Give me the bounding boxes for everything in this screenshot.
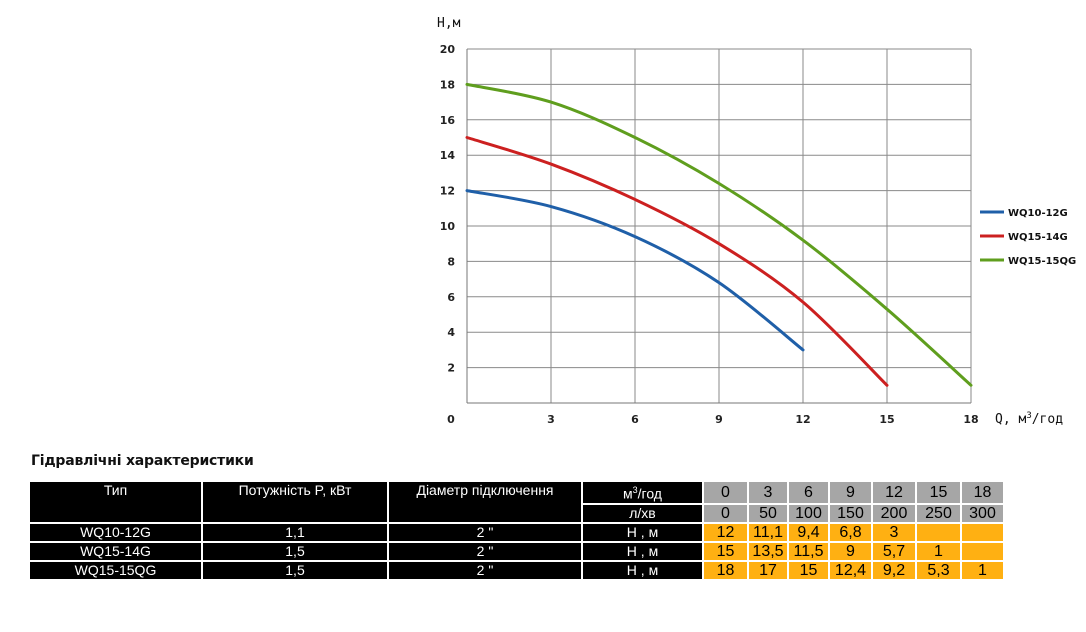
x-tick-label: 18 <box>963 413 978 426</box>
header-unit-m3h: м3/год <box>583 482 702 503</box>
flow-l-cell: 100 <box>789 504 828 522</box>
table-row: WQ15-14G 1,5 2 " Н , м 15 13,5 11,5 9 5,… <box>30 542 1003 560</box>
model-cell: WQ15-15QG <box>30 561 201 579</box>
y-tick-label: 20 <box>440 43 456 56</box>
head-cell: 5,7 <box>873 542 915 560</box>
series-line <box>465 189 805 352</box>
head-cell: 1 <box>917 542 960 560</box>
hydraulic-spec-table: Тип Потужність P, кВт Діаметр підключенн… <box>28 480 1005 581</box>
head-unit-cell: Н , м <box>583 561 702 579</box>
flow-l-cell: 0 <box>704 504 747 522</box>
chart-legend: WQ10-12G WQ15-14G WQ15-15QG <box>980 208 1076 267</box>
head-cell <box>962 542 1003 560</box>
diameter-cell: 2 " <box>389 561 581 579</box>
head-cell: 9,2 <box>873 561 915 579</box>
y-tick-labels: 2 4 6 8 10 12 14 16 18 20 <box>440 43 456 375</box>
head-cell: 15 <box>704 542 747 560</box>
head-cell: 13,5 <box>749 542 787 560</box>
flow-m3-cell: 9 <box>830 482 871 503</box>
y-tick-label: 2 <box>447 362 455 375</box>
flow-l-cell: 300 <box>962 504 1003 522</box>
y-tick-label: 18 <box>440 78 455 91</box>
head-cell: 9 <box>830 542 871 560</box>
power-cell: 1,1 <box>203 523 387 541</box>
y-tick-label: 16 <box>440 114 456 127</box>
header-type: Тип <box>30 482 201 522</box>
head-cell: 9,4 <box>789 523 828 541</box>
series-line <box>465 136 889 387</box>
head-unit-cell: Н , м <box>583 523 702 541</box>
series-lines <box>465 82 973 387</box>
head-cell: 15 <box>789 561 828 579</box>
header-diameter: Діаметр підключення <box>389 482 581 522</box>
table-row: WQ10-12G 1,1 2 " Н , м 12 11,1 9,4 6,8 3 <box>30 523 1003 541</box>
model-cell: WQ15-14G <box>30 542 201 560</box>
head-cell: 6,8 <box>830 523 871 541</box>
flow-m3-cell: 6 <box>789 482 828 503</box>
head-unit-cell: Н , м <box>583 542 702 560</box>
flow-l-cell: 200 <box>873 504 915 522</box>
series-line <box>465 82 973 387</box>
flow-l-cell: 150 <box>830 504 871 522</box>
flow-m3-cell: 0 <box>704 482 747 503</box>
y-tick-label: 12 <box>440 185 455 198</box>
head-cell: 12 <box>704 523 747 541</box>
header-unit-lmin: л/хв <box>583 504 702 522</box>
chart-grid <box>466 48 972 404</box>
power-cell: 1,5 <box>203 542 387 560</box>
flow-m3-cell: 18 <box>962 482 1003 503</box>
table-header-row: Тип Потужність P, кВт Діаметр підключенн… <box>30 482 1003 522</box>
flow-l-cell: 250 <box>917 504 960 522</box>
section-title: Гідравлічні характеристики <box>31 453 254 469</box>
head-cell <box>962 523 1003 541</box>
y-axis-title: H,м <box>437 16 461 31</box>
legend-label: WQ10-12G <box>1008 208 1068 219</box>
flow-l-cell: 50 <box>749 504 787 522</box>
head-cell: 11,5 <box>789 542 828 560</box>
head-cell: 12,4 <box>830 561 871 579</box>
x-tick-label: 6 <box>631 413 639 426</box>
flow-m3-cell: 12 <box>873 482 915 503</box>
y-tick-label: 8 <box>447 255 455 268</box>
y-tick-label: 14 <box>440 149 456 162</box>
head-cell <box>917 523 960 541</box>
flow-m3-cell: 3 <box>749 482 787 503</box>
flow-m3-cell: 15 <box>917 482 960 503</box>
x-tick-label: 12 <box>795 413 810 426</box>
x-tick-label: 3 <box>547 413 555 426</box>
table-header-row: л/хв 0 50 100 150 200 250 300 <box>30 504 1003 522</box>
model-cell: WQ10-12G <box>30 523 201 541</box>
x-tick-labels: 0 3 6 9 12 15 18 <box>447 413 978 426</box>
head-cell: 1 <box>962 561 1003 579</box>
x-tick-label: 9 <box>715 413 723 426</box>
head-cell: 18 <box>704 561 747 579</box>
header-power: Потужність P, кВт <box>203 482 387 522</box>
y-tick-label: 10 <box>440 220 456 233</box>
y-tick-label: 4 <box>447 326 455 339</box>
power-cell: 1,5 <box>203 561 387 579</box>
legend-label: WQ15-15QG <box>1008 256 1076 267</box>
table-row: WQ15-15QG 1,5 2 " Н , м 18 17 15 12,4 9,… <box>30 561 1003 579</box>
y-tick-label: 6 <box>447 291 455 304</box>
diameter-cell: 2 " <box>389 542 581 560</box>
x-tick-label: 0 <box>447 413 455 426</box>
legend-label: WQ15-14G <box>1008 232 1068 243</box>
x-tick-label: 15 <box>879 413 894 426</box>
head-cell: 3 <box>873 523 915 541</box>
head-cell: 11,1 <box>749 523 787 541</box>
diameter-cell: 2 " <box>389 523 581 541</box>
x-axis-title: Q, м3/год <box>995 411 1063 427</box>
pump-curve-chart: 2 4 6 8 10 12 14 16 18 20 0 3 6 9 12 15 18 H,м Q, м3/го… <box>437 16 1076 427</box>
head-cell: 5,3 <box>917 561 960 579</box>
head-cell: 17 <box>749 561 787 579</box>
